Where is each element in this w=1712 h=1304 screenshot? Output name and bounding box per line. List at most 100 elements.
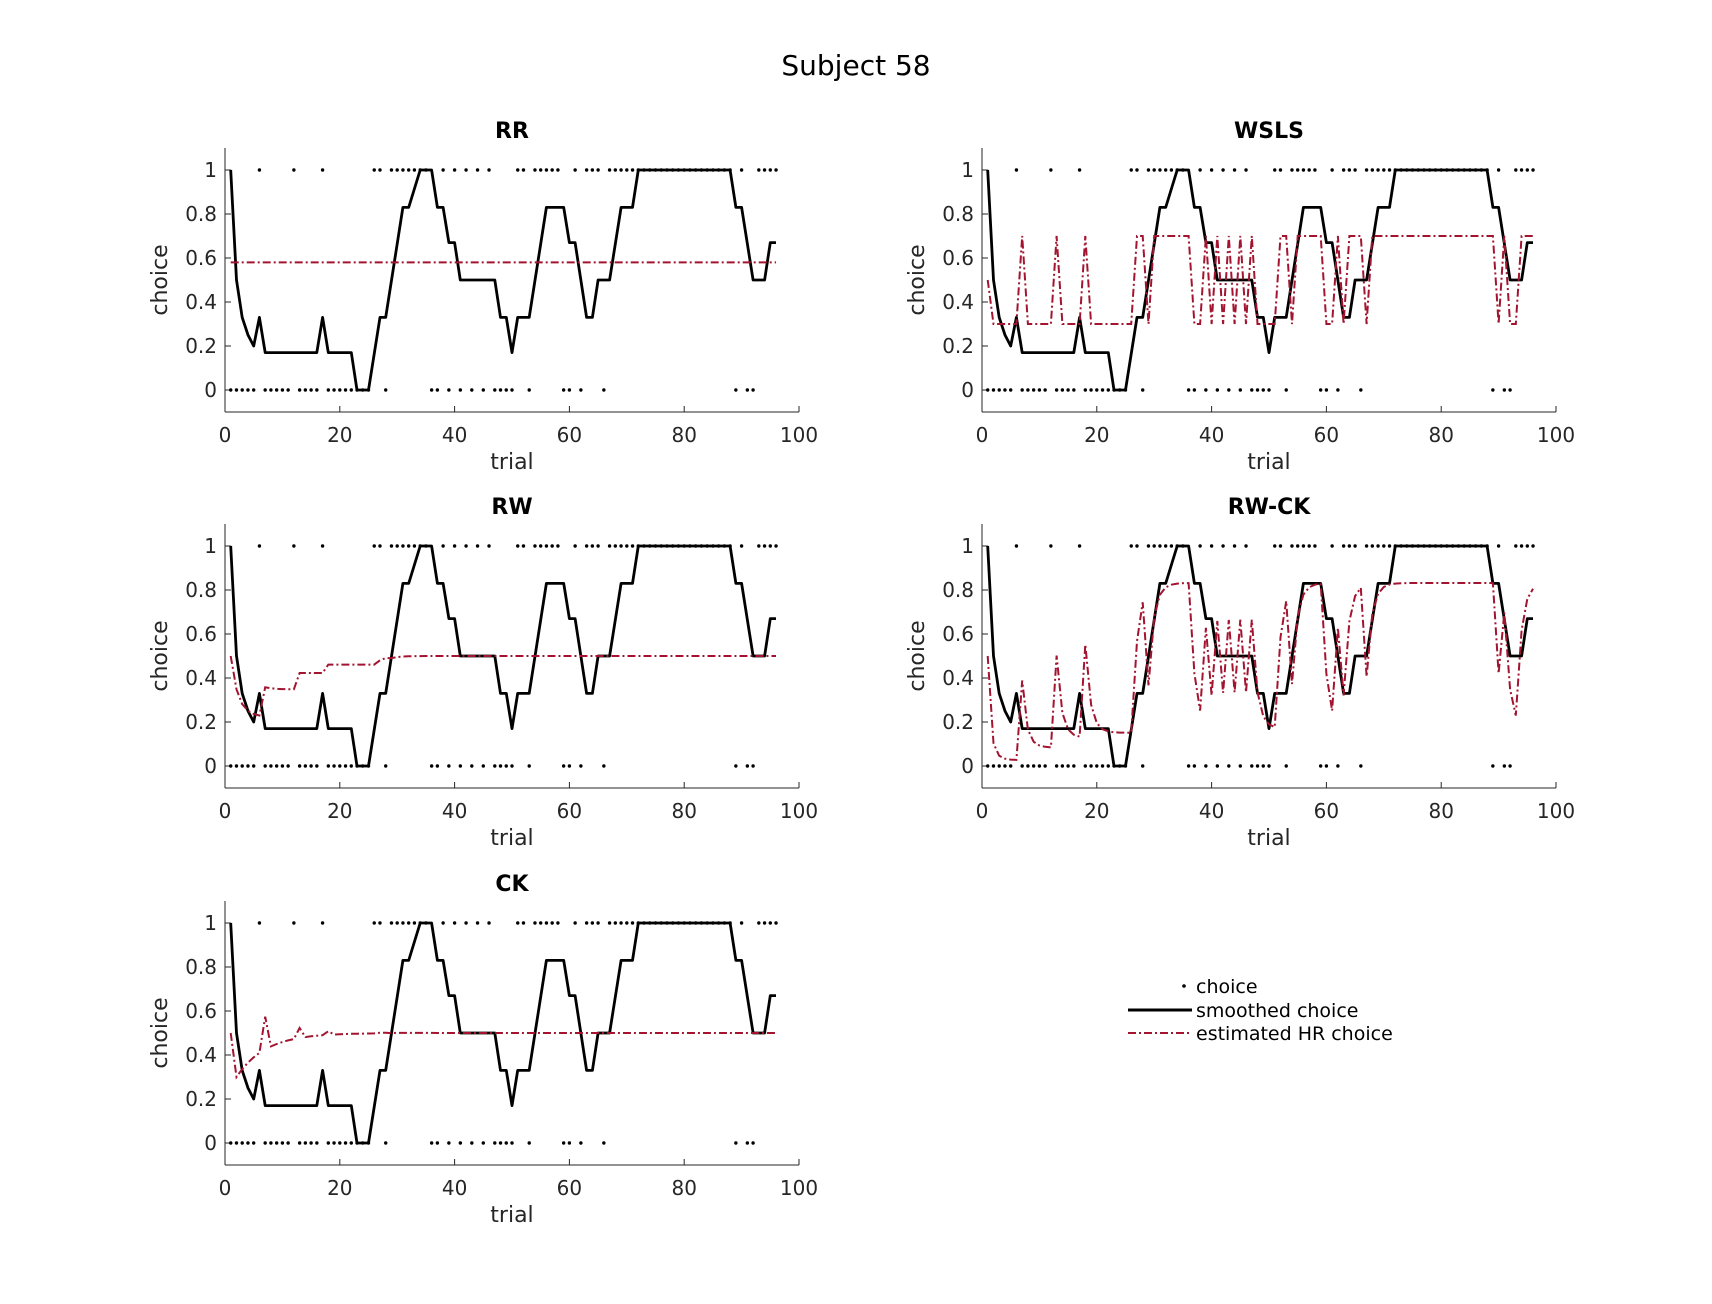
choice-point (745, 1141, 750, 1145)
choice-point (510, 388, 514, 392)
choice-point (625, 544, 629, 548)
choice-point (1514, 168, 1518, 172)
choice-point (1049, 168, 1053, 172)
choice-point (1192, 388, 1197, 392)
choice-point (516, 921, 520, 925)
choice-point (1347, 544, 1352, 548)
choice-point (1198, 544, 1202, 548)
choice-point (991, 764, 996, 768)
choice-point (372, 544, 376, 548)
choice-point (320, 921, 325, 925)
series-smoothed-choice (986, 544, 1533, 768)
choice-point (384, 1141, 388, 1145)
choice-point (1227, 388, 1231, 392)
choice-point (498, 1141, 503, 1145)
choice-point (1255, 764, 1260, 768)
choice-point (429, 388, 434, 392)
choice-point (607, 168, 612, 172)
y-tick-label: 0 (961, 378, 974, 402)
choice-point (1077, 168, 1082, 172)
choice-point (269, 764, 273, 768)
choice-point (303, 764, 308, 768)
y-axis-label: choice (148, 997, 173, 1068)
choice-point (384, 764, 388, 768)
choice-point (1054, 764, 1059, 768)
choice-point (498, 388, 503, 392)
choice-point (751, 388, 755, 392)
x-tick-label: 100 (780, 799, 818, 823)
choice-point (1387, 168, 1392, 172)
choice-point (619, 168, 623, 172)
choice-point (1152, 168, 1156, 172)
choice-point (550, 168, 554, 172)
choice-point (447, 764, 451, 768)
choice-point (1083, 764, 1088, 768)
choice-point (441, 921, 445, 925)
x-tick-label: 80 (1428, 423, 1453, 447)
choice-point (1525, 168, 1530, 172)
choice-point (1376, 544, 1380, 548)
choice-point (470, 764, 474, 768)
choice-point (1255, 388, 1260, 392)
choice-point (384, 388, 388, 392)
choice-point (1324, 388, 1329, 392)
choice-point (487, 544, 491, 548)
choice-point (1186, 764, 1191, 768)
choice-point (274, 1141, 279, 1145)
choice-point (986, 764, 990, 768)
choice-point (1106, 388, 1110, 392)
choice-point (504, 764, 508, 768)
x-tick-label: 40 (442, 799, 467, 823)
choice-point (395, 544, 399, 548)
panels: RR0 20 40 60 80 10000.20.40.60.81trialchoiceW… (148, 119, 1575, 1228)
x-tick-label: 0 (219, 1176, 232, 1200)
y-tick-label: 0.4 (185, 666, 217, 690)
choice-point (447, 1141, 451, 1145)
choice-point (452, 544, 457, 548)
x-tick-label: 100 (780, 423, 818, 447)
x-tick-label: 60 (557, 799, 582, 823)
choice-point (1387, 544, 1392, 548)
choice-point (1301, 544, 1306, 548)
choice-point (1341, 544, 1346, 548)
choice-point (986, 388, 990, 392)
panel-title: WSLS (1234, 119, 1304, 144)
choice-point (1353, 168, 1357, 172)
choice-point (762, 544, 767, 548)
choice-point (487, 921, 491, 925)
choice-point (1158, 168, 1162, 172)
y-tick-label: 0.4 (942, 290, 974, 314)
choice-point (630, 168, 635, 172)
choice-point (544, 168, 549, 172)
x-tick-label: 60 (1314, 799, 1339, 823)
legend-label-choice: choice (1196, 976, 1258, 998)
choice-point (435, 388, 440, 392)
choice-point (774, 168, 778, 172)
choice-point (1232, 544, 1237, 548)
choice-point (504, 388, 508, 392)
choice-point (1163, 544, 1168, 548)
y-tick-label: 0.4 (942, 666, 974, 690)
y-tick-label: 0.6 (185, 622, 217, 646)
choice-point (1330, 168, 1334, 172)
choice-point (590, 544, 595, 548)
choice-point (1192, 764, 1197, 768)
x-axis-label: trial (490, 450, 533, 475)
choice-point (343, 1141, 348, 1145)
choice-point (1347, 168, 1352, 172)
choice-point (584, 168, 589, 172)
series-smoothed-choice (229, 544, 776, 768)
choice-point (234, 388, 239, 392)
choice-point (1037, 764, 1042, 768)
choice-point (252, 388, 256, 392)
choice-point (412, 921, 417, 925)
legend-label-model: estimated HR choice (1196, 1023, 1393, 1045)
choice-point (1353, 544, 1357, 548)
series-smoothed-choice (229, 168, 776, 392)
choice-point (527, 1141, 531, 1145)
choice-point (1066, 764, 1070, 768)
choice-point (1072, 764, 1076, 768)
choice-point (1502, 764, 1507, 768)
choice-point (1307, 168, 1311, 172)
choice-point (544, 921, 549, 925)
